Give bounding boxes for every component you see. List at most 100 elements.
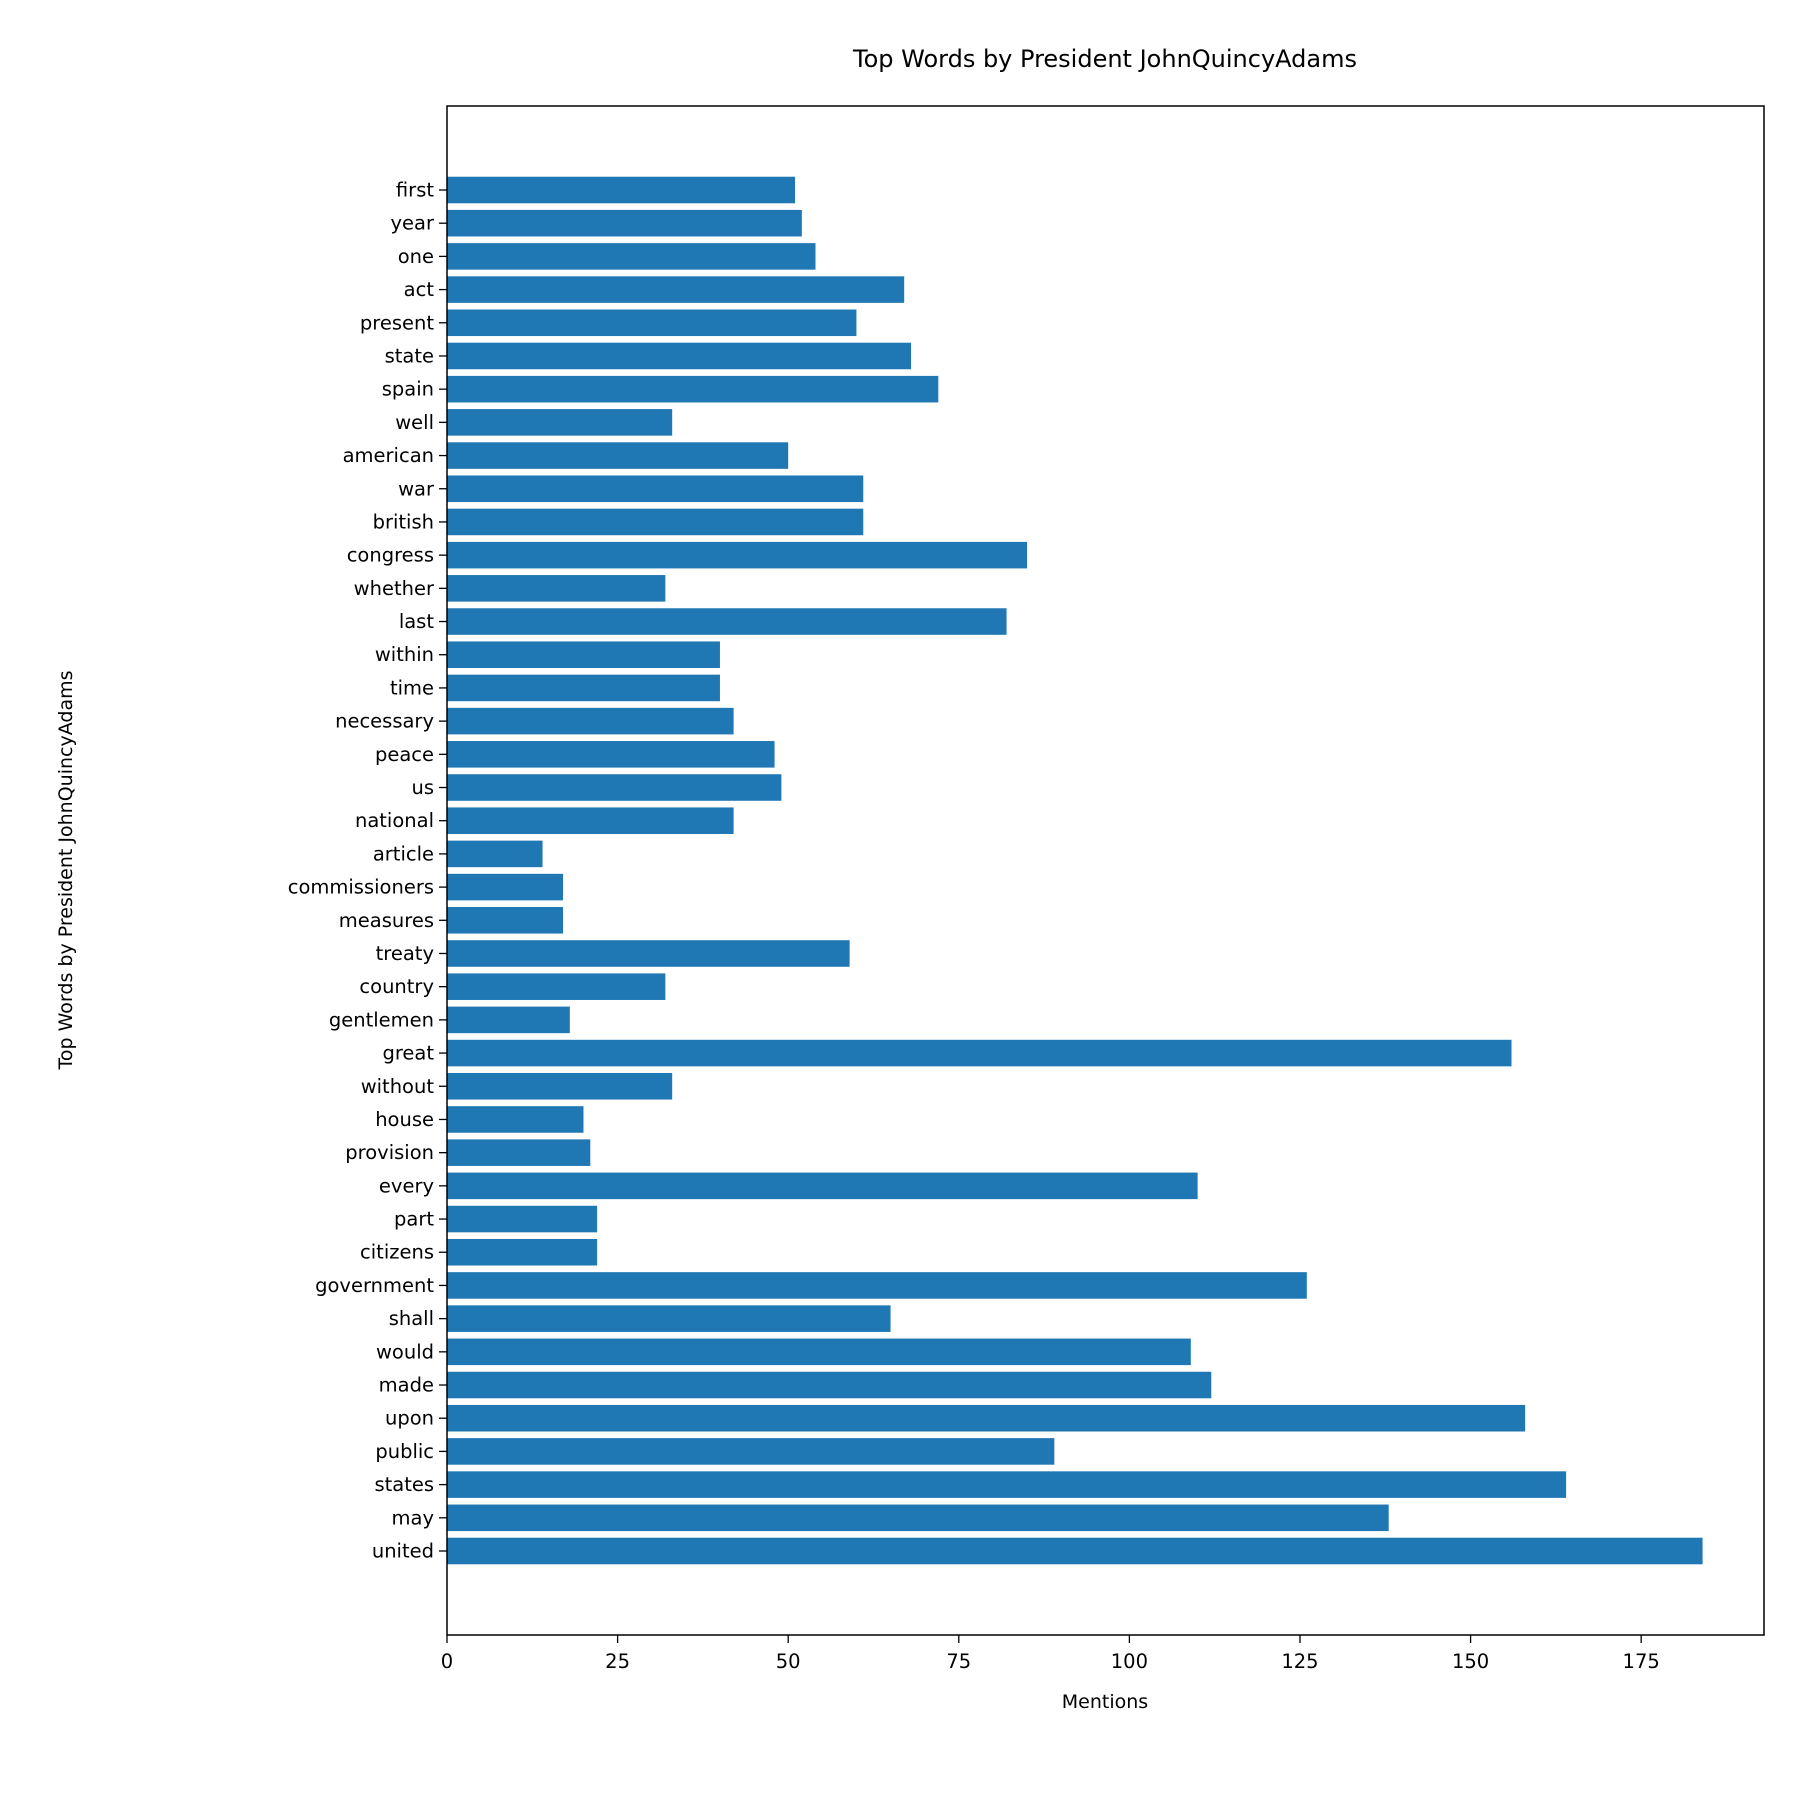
y-tick-label: treaty (376, 942, 434, 965)
bar-united (447, 1537, 1703, 1565)
bar-spain (447, 375, 939, 403)
y-tick-label: act (404, 278, 435, 301)
bar-peace (447, 741, 775, 768)
plot-frame (446, 105, 1765, 1636)
y-tick-label: provision (345, 1141, 434, 1164)
y-tick-label: us (411, 776, 434, 799)
bar-year (447, 209, 802, 237)
y-tick-label: first (396, 179, 434, 202)
y-tick-label: part (394, 1208, 434, 1231)
y-tick-label: british (373, 510, 434, 533)
y-tick-label: within (375, 643, 434, 666)
y-tick-label: well (395, 411, 434, 434)
bar-citizens (447, 1238, 598, 1266)
bar-public (447, 1438, 1055, 1465)
bar-article (447, 840, 543, 868)
y-tick-label: last (399, 610, 435, 633)
y-tick-label: commissioners (288, 876, 434, 899)
y-tick-label: country (359, 975, 434, 998)
y-tick-label: made (379, 1374, 434, 1397)
bar-british (447, 508, 864, 536)
bar-within (447, 641, 720, 669)
x-tick-label: 150 (1452, 1650, 1489, 1673)
x-tick-label: 50 (776, 1650, 801, 1673)
bar-american (447, 442, 789, 469)
bar-great (447, 1039, 1512, 1067)
y-tick-label: war (398, 477, 435, 500)
x-axis-title: Mentions (1062, 1691, 1148, 1713)
y-tick-label: states (374, 1473, 434, 1496)
y-tick-label: measures (339, 909, 434, 932)
bar-war (447, 475, 864, 503)
bar-made (447, 1371, 1212, 1399)
bar-commissioners (447, 873, 564, 901)
y-tick-label: state (385, 344, 434, 367)
y-tick-label: gentlemen (329, 1008, 434, 1031)
bar-us (447, 774, 782, 801)
bar-last (447, 608, 1007, 635)
bar-national (447, 807, 734, 834)
bar-without (447, 1072, 673, 1100)
y-axis-title: Top Words by President JohnQuincyAdams (55, 671, 77, 1071)
bar-country (447, 973, 666, 1000)
x-tick-label: 125 (1281, 1650, 1318, 1673)
bar-act (447, 276, 905, 303)
y-tick-label: great (382, 1042, 434, 1065)
bar-every (447, 1172, 1198, 1200)
y-tick-label: spain (382, 378, 434, 401)
x-tick-label: 75 (946, 1650, 971, 1673)
x-axis-ticks: 0 25 50 75 100 125 150 175 (441, 1635, 1660, 1673)
y-tick-label: united (372, 1540, 434, 1563)
y-axis-ticks: united may states public upon made would shall g… (288, 179, 447, 1563)
y-tick-label: upon (385, 1407, 434, 1430)
bar-states (447, 1471, 1567, 1498)
bar-congress (447, 541, 1028, 569)
y-tick-label: present (360, 311, 434, 334)
y-tick-label: year (390, 212, 434, 235)
y-tick-label: government (315, 1274, 434, 1297)
y-tick-label: citizens (360, 1241, 434, 1264)
bar-provision (447, 1139, 591, 1166)
bar-present (447, 309, 857, 337)
y-tick-label: congress (347, 544, 434, 567)
bar-first (447, 176, 796, 204)
y-tick-label: one (398, 245, 434, 268)
y-tick-label: whether (354, 577, 435, 600)
y-tick-label: public (375, 1440, 434, 1463)
bar-may (447, 1504, 1389, 1532)
y-tick-label: would (376, 1340, 434, 1363)
bar-treaty (447, 940, 850, 967)
chart-title: Top Words by President JohnQuincyAdams (852, 45, 1357, 73)
y-tick-label: necessary (335, 710, 434, 733)
bar-well (447, 409, 673, 436)
bar-one (447, 243, 816, 270)
y-tick-label: shall (389, 1307, 434, 1330)
y-tick-label: article (373, 842, 434, 865)
bar-shall (447, 1305, 891, 1332)
bar-government (447, 1272, 1307, 1299)
bar-measures (447, 907, 564, 934)
bars-group (447, 176, 1703, 1565)
x-tick-label: 0 (441, 1650, 453, 1673)
y-tick-label: every (379, 1174, 434, 1197)
bar-time (447, 674, 720, 702)
y-tick-label: american (343, 444, 434, 467)
bar-upon (447, 1404, 1526, 1432)
bar-necessary (447, 707, 734, 735)
y-tick-label: without (361, 1075, 435, 1098)
y-tick-label: peace (375, 743, 434, 766)
y-tick-label: may (392, 1506, 435, 1529)
y-tick-label: house (375, 1108, 434, 1131)
y-tick-label: time (390, 676, 434, 699)
x-tick-label: 100 (1111, 1650, 1148, 1673)
y-tick-label: national (355, 809, 434, 832)
bar-house (447, 1106, 584, 1133)
bar-whether (447, 575, 666, 602)
bar-part (447, 1205, 598, 1233)
bar-would (447, 1338, 1191, 1366)
x-tick-label: 175 (1623, 1650, 1660, 1673)
bar-gentlemen (447, 1006, 570, 1034)
bar-state (447, 342, 912, 370)
x-tick-label: 25 (605, 1650, 630, 1673)
